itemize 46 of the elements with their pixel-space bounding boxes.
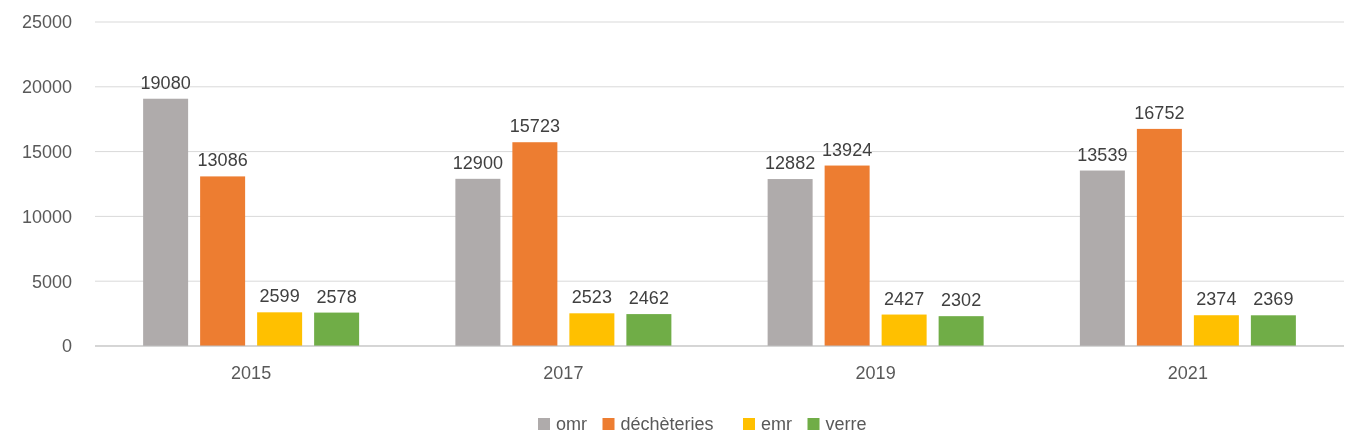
- legend-label: déchèteries: [620, 414, 714, 434]
- data-label: 19080: [140, 72, 191, 93]
- data-label: 13539: [1077, 144, 1128, 165]
- y-tick-label: 5000: [31, 271, 72, 292]
- data-label: 2369: [1253, 289, 1294, 310]
- y-tick-label: 25000: [21, 12, 72, 33]
- bar: [626, 314, 672, 346]
- data-label: 2599: [259, 286, 300, 307]
- bar: [881, 314, 927, 346]
- legend-label: verre: [825, 414, 867, 434]
- data-label: 16752: [1134, 102, 1185, 123]
- data-label: 12882: [765, 153, 816, 174]
- bar: [569, 313, 615, 346]
- y-tick-label: 15000: [21, 141, 72, 162]
- bar: [1193, 315, 1239, 346]
- data-label: 2578: [316, 286, 357, 307]
- bar: [1136, 128, 1182, 346]
- x-tick-label: 2017: [543, 363, 584, 383]
- bar: [512, 142, 558, 346]
- data-label: 13086: [197, 150, 248, 171]
- bar: [143, 98, 189, 346]
- bar: [455, 178, 501, 346]
- legend-label: omr: [556, 414, 587, 434]
- legend-label: emr: [761, 414, 792, 434]
- bar: [767, 179, 813, 346]
- data-label: 13924: [822, 139, 873, 160]
- data-label: 2374: [1196, 289, 1237, 310]
- data-label: 2302: [941, 290, 982, 311]
- x-tick-label: 2019: [855, 363, 896, 383]
- data-label: 2427: [884, 288, 925, 309]
- x-tick-label: 2021: [1167, 363, 1208, 383]
- data-label: 2523: [571, 287, 612, 308]
- bar: [938, 316, 984, 346]
- y-tick-label: 20000: [21, 77, 72, 98]
- x-tick-label: 2015: [231, 363, 272, 383]
- bar: [200, 176, 246, 346]
- bar: [257, 312, 303, 346]
- data-label: 12900: [452, 152, 503, 173]
- bar: [1250, 315, 1296, 346]
- data-label: 15723: [509, 116, 560, 137]
- bar: [314, 312, 360, 346]
- bar: [1079, 170, 1125, 346]
- y-tick-label: 0: [61, 336, 72, 357]
- y-tick-label: 10000: [21, 206, 72, 227]
- data-label: 2462: [628, 288, 669, 309]
- bar: [824, 165, 870, 346]
